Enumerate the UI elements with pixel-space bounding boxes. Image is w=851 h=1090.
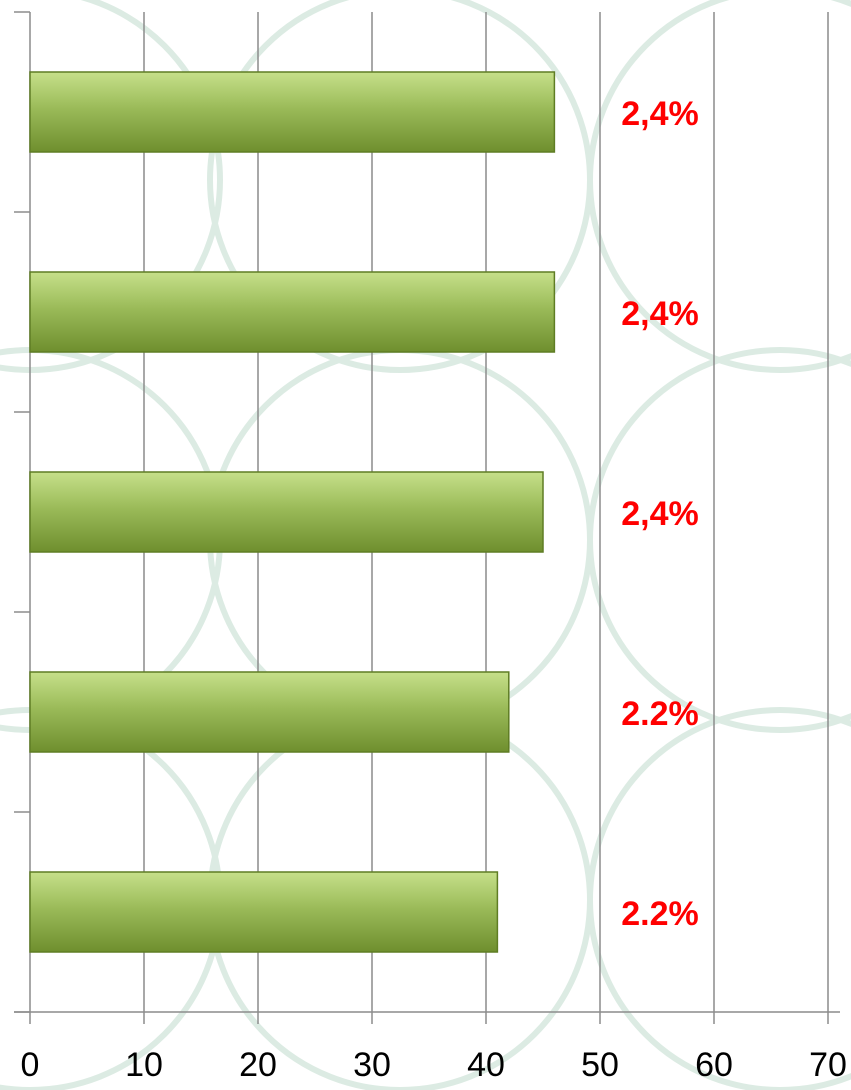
annotation: 2.2% (621, 895, 699, 933)
x-tick-label: 40 (467, 1046, 505, 1084)
x-tick-label: 50 (581, 1046, 619, 1084)
x-tick-label: 10 (125, 1046, 163, 1084)
x-tick-label: 60 (695, 1046, 733, 1084)
annotation: 2,4% (621, 495, 699, 533)
bar (29, 71, 556, 153)
x-tick-label: 30 (353, 1046, 391, 1084)
annotation: 2,4% (621, 95, 699, 133)
bar (29, 871, 499, 953)
bar (29, 471, 544, 553)
bar (29, 271, 556, 353)
annotation: 2,4% (621, 295, 699, 333)
bar (29, 671, 510, 753)
x-tick-label: 20 (239, 1046, 277, 1084)
annotation: 2.2% (621, 695, 699, 733)
x-tick-label: 70 (809, 1046, 847, 1084)
x-tick-label: 0 (21, 1046, 40, 1084)
